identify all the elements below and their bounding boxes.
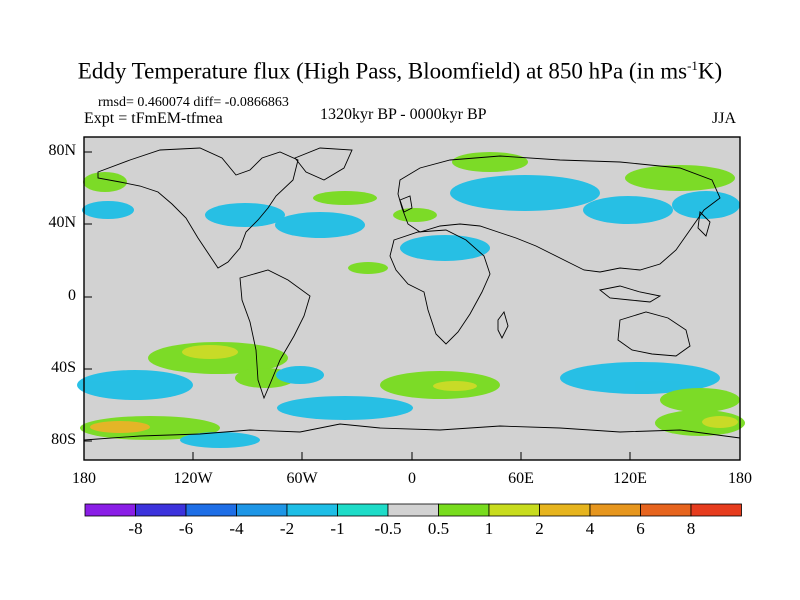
colorbar-swatch [185,503,237,517]
coastlines [83,147,741,441]
australia-coast [617,311,691,357]
antarctica-coast [83,423,741,441]
y-tick-label: 40S [51,359,76,376]
axis-ticks [83,151,741,460]
colorbar-label: 8 [686,519,696,538]
season-label: JJA [712,110,737,127]
colorbar-swatch [135,503,187,517]
anomaly-fields [77,152,745,448]
colorbar-label: -6 [178,519,194,538]
field-blue-north-america [205,203,285,227]
y-tick-label: 0 [68,287,76,304]
colorbar-swatch [640,503,692,517]
indonesia-coast [598,285,662,303]
colorbar-label: 1 [484,519,494,538]
africa-coast [389,229,491,345]
y-tick-label: 40N [48,214,76,231]
colorbar-label: -2 [279,519,295,538]
colorbar-swatch [337,503,389,517]
field-blue-mediterranean [400,235,490,261]
colorbar [84,503,742,517]
eurasia-coast [397,155,721,273]
field-blue-south-atlantic [276,366,324,384]
field-green-europe [393,208,437,222]
field-green-ne-asia [625,165,735,191]
colorbar-label: 4 [585,519,595,538]
x-tick-label: 180 [72,470,96,487]
field-green-atlantic [313,191,377,205]
field-blue-atlantic [275,212,365,238]
colorbar-swatch [84,503,136,517]
field-blue-mongolia [583,196,673,224]
field-green-tasman [660,388,740,412]
south-america-coast [239,269,311,400]
colorbar-swatch [387,503,439,517]
field-green-arctic [452,152,528,172]
x-tick-label: 60E [508,470,534,487]
colorbar-swatch [539,503,591,517]
field-green-alaska [83,172,127,192]
field-blue-southern-ocean [277,396,413,420]
x-tick-label: 120W [173,470,213,487]
y-tick-label: 80S [51,431,76,448]
field-blue-antarctic-south [180,432,260,448]
britain-coast [399,195,413,213]
colorbar-label: -4 [229,519,244,538]
map-title: Eddy Temperature flux (High Pass, Bloomf… [77,58,723,84]
colorbar-label: 2 [535,519,544,538]
field-orange-antarctic-pacific [90,421,150,433]
field-yellow-south-pacific [182,345,238,359]
japan-coast [697,211,711,237]
field-yellow-antarctic-east [702,416,738,428]
colorbar-swatch [236,503,288,517]
greenland-coast [294,147,353,181]
colorbar-label: -0.5 [374,519,402,538]
colorbar-label: -1 [330,519,345,538]
colorbar-label: 6 [636,519,645,538]
colorbar-swatch [488,503,540,517]
stats-text: rmsd= 0.460074 diff= -0.0866863 [98,95,289,110]
field-blue-siberia [450,175,600,211]
colorbar-swatch [438,503,490,517]
experiment-label: Expt = tFmEM-tfmea [84,110,223,127]
field-blue-pacific-north [82,201,134,219]
field-blue-japan [672,191,740,219]
field-green-sahara [348,262,388,274]
north-america-coast [97,147,299,269]
field-yellow-south-indian [433,381,477,391]
field-blue-sw-pacific [77,370,193,400]
field-blue-south-australia [560,362,720,394]
colorbar-label: 0.5 [427,519,450,538]
x-tick-label: 60W [286,470,318,487]
colorbar-swatch [589,503,641,517]
colorbar-swatch [286,503,338,517]
colorbar-label: -8 [128,519,143,538]
x-tick-label: 120E [613,470,647,487]
colorbar-swatch [690,503,742,517]
x-tick-label: 0 [408,470,416,487]
madagascar-coast [497,311,509,340]
x-tick-label: 180 [728,470,752,487]
y-tick-label: 80N [48,142,76,159]
period-label: 1320kyr BP - 0000kyr BP [320,106,487,123]
